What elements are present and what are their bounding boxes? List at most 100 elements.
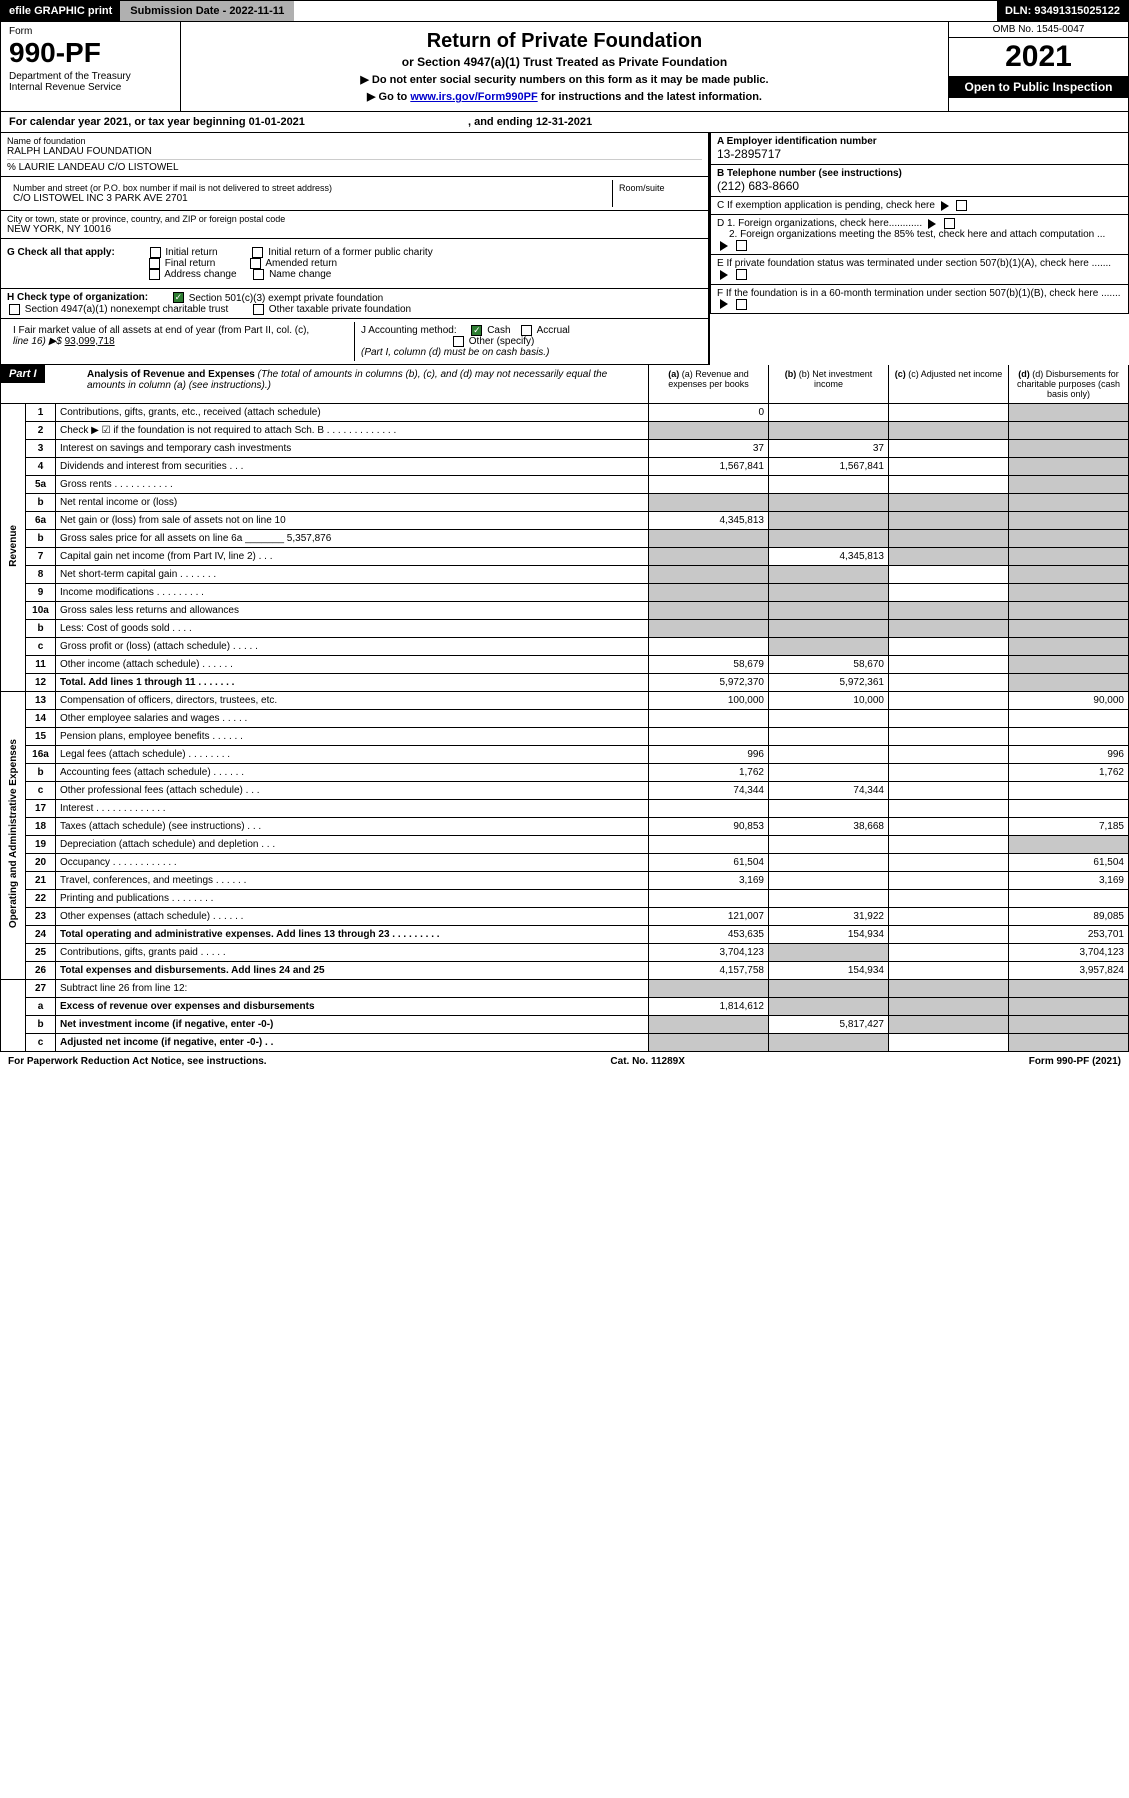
table-row: bGross sales price for all assets on lin… [1,529,1129,547]
60-month-checkbox[interactable] [736,299,747,310]
table-row: 9Income modifications . . . . . . . . . [1,583,1129,601]
table-row: Revenue1Contributions, gifts, grants, et… [1,404,1129,422]
amount-a [649,529,769,547]
omb-number: OMB No. 1545-0047 [949,22,1128,38]
amount-a: 0 [649,404,769,422]
amount-b [769,475,889,493]
amount-c [889,475,1009,493]
amount-d [1009,889,1129,907]
amount-c [889,565,1009,583]
amount-b [769,835,889,853]
amount-a [649,547,769,565]
amount-b [769,745,889,763]
line-number: b [26,493,56,511]
line-number: 10a [26,601,56,619]
amount-b [769,853,889,871]
catalog-number: Cat. No. 11289X [610,1056,684,1067]
amount-a: 100,000 [649,691,769,709]
line-description: Gross sales less returns and allowances [56,601,649,619]
amount-b [769,709,889,727]
line-description: Total. Add lines 1 through 11 . . . . . … [56,673,649,691]
501c3-checkbox[interactable] [173,292,184,303]
open-to-public: Open to Public Inspection [949,76,1128,98]
table-row: bLess: Cost of goods sold . . . . [1,619,1129,637]
other-method-checkbox[interactable] [453,336,464,347]
exemption-pending-checkbox[interactable] [956,200,967,211]
line-description: Subtract line 26 from line 12: [56,979,649,997]
amount-a [649,835,769,853]
amount-d: 3,169 [1009,871,1129,889]
initial-return-public-checkbox[interactable] [252,247,263,258]
foreign-org-checkbox[interactable] [944,218,955,229]
efile-print[interactable]: efile GRAPHIC print [1,1,120,21]
4947a1-checkbox[interactable] [9,304,20,315]
amount-d: 253,701 [1009,925,1129,943]
amount-d [1009,439,1129,457]
line-description: Check ▶ ☑ if the foundation is not requi… [56,421,649,439]
amount-c [889,709,1009,727]
amount-b: 37 [769,439,889,457]
line-description: Excess of revenue over expenses and disb… [56,997,649,1015]
amount-a: 90,853 [649,817,769,835]
table-row: 21Travel, conferences, and meetings . . … [1,871,1129,889]
amount-c [889,835,1009,853]
amount-b: 154,934 [769,961,889,979]
calendar-year-row: For calendar year 2021, or tax year begi… [0,112,1129,133]
amount-a: 1,762 [649,763,769,781]
line-number: 5a [26,475,56,493]
amount-c [889,457,1009,475]
table-row: cAdjusted net income (if negative, enter… [1,1033,1129,1051]
amount-a [649,619,769,637]
amount-d: 89,085 [1009,907,1129,925]
amount-b [769,511,889,529]
amount-c [889,943,1009,961]
amount-a: 3,169 [649,871,769,889]
line-description: Other employee salaries and wages . . . … [56,709,649,727]
line-description: Net short-term capital gain . . . . . . … [56,565,649,583]
form990pf-link[interactable]: www.irs.gov/Form990PF [410,91,537,103]
amount-b [769,565,889,583]
address-change-checkbox[interactable] [149,269,160,280]
amount-c [889,601,1009,619]
amount-b [769,979,889,997]
col-c-header: (c) (c) Adjusted net income [888,365,1008,403]
accrual-checkbox[interactable] [521,325,532,336]
other-taxable-checkbox[interactable] [253,304,264,315]
amount-c [889,1015,1009,1033]
amount-d [1009,583,1129,601]
line-number: 26 [26,961,56,979]
form-ref: Form 990-PF (2021) [1029,1056,1121,1067]
amount-d [1009,709,1129,727]
cash-checkbox[interactable] [471,325,482,336]
line-number: 24 [26,925,56,943]
table-row: 18Taxes (attach schedule) (see instructi… [1,817,1129,835]
name-change-checkbox[interactable] [253,269,264,280]
table-row: 8Net short-term capital gain . . . . . .… [1,565,1129,583]
final-return-checkbox[interactable] [149,258,160,269]
amount-b: 4,345,813 [769,547,889,565]
amended-return-checkbox[interactable] [250,258,261,269]
foreign-85-checkbox[interactable] [736,240,747,251]
amount-a: 121,007 [649,907,769,925]
amount-c [889,997,1009,1015]
table-row: 3Interest on savings and temporary cash … [1,439,1129,457]
amount-b: 38,668 [769,817,889,835]
status-terminated-checkbox[interactable] [736,269,747,280]
line-number: b [26,763,56,781]
amount-a: 4,345,813 [649,511,769,529]
amount-d: 90,000 [1009,691,1129,709]
amount-d: 3,957,824 [1009,961,1129,979]
amount-d [1009,979,1129,997]
line-description: Travel, conferences, and meetings . . . … [56,871,649,889]
amount-a: 453,635 [649,925,769,943]
part1-header-row: Part I Analysis of Revenue and Expenses … [0,365,1129,404]
initial-return-checkbox[interactable] [150,247,161,258]
line-number: 1 [26,404,56,422]
amount-c [889,404,1009,422]
amount-a [649,889,769,907]
line-number: c [26,1033,56,1051]
table-row: 22Printing and publications . . . . . . … [1,889,1129,907]
table-row: Operating and Administrative Expenses13C… [1,691,1129,709]
amount-c [889,421,1009,439]
amount-a [649,637,769,655]
